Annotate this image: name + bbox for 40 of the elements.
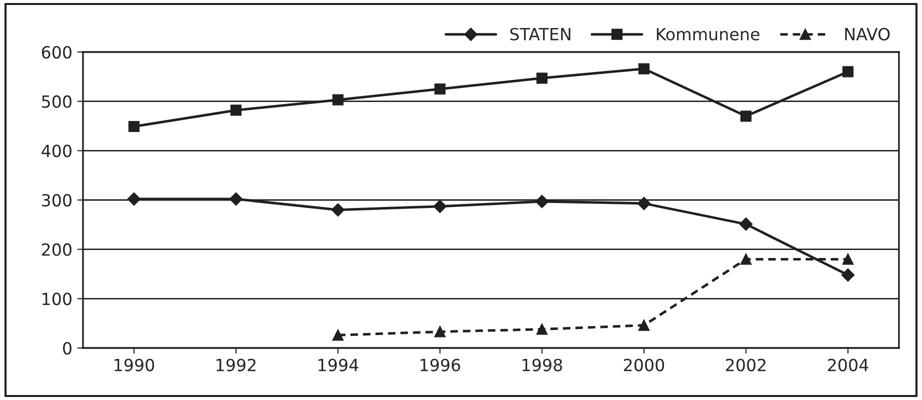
point: [332, 330, 344, 341]
point: [842, 66, 854, 78]
point: [739, 218, 753, 231]
legend-label: Kommunene: [656, 28, 760, 40]
legend-label: NAVO: [845, 28, 890, 40]
point: [128, 120, 140, 132]
point: [637, 196, 651, 210]
point: [535, 194, 549, 208]
point: [740, 110, 752, 122]
point: [638, 63, 650, 74]
x-tick-label: 1996: [420, 358, 460, 372]
point: [331, 203, 345, 216]
x-tick-label: 2002: [726, 358, 766, 372]
point: [127, 192, 141, 206]
y-tick-label: 100: [42, 292, 72, 306]
y-tick-label: 500: [42, 95, 72, 108]
x-tick-label: 2000: [624, 358, 664, 372]
x-tick-label: 1998: [522, 358, 562, 372]
y-tick-label: 0: [63, 342, 72, 355]
point: [434, 83, 446, 95]
point: [229, 192, 243, 206]
y-tick-label: 300: [42, 194, 72, 207]
point: [230, 104, 242, 116]
point: [638, 320, 650, 331]
y-tick-label: 200: [42, 243, 72, 256]
point: [536, 72, 548, 84]
y-tick-label: 400: [42, 144, 72, 158]
point: [433, 200, 447, 213]
point: [332, 94, 344, 106]
x-tick-label: 1994: [318, 358, 358, 372]
point: [740, 254, 752, 265]
x-tick-label: 1990: [114, 358, 154, 372]
legend-label: STATEN: [510, 28, 570, 40]
x-tick-label: 2004: [828, 358, 868, 372]
point: [842, 254, 854, 265]
point: [434, 326, 446, 338]
point: [841, 268, 855, 282]
point: [536, 324, 548, 335]
y-tick-label: 600: [42, 46, 72, 59]
x-tick-label: 1992: [216, 358, 256, 372]
